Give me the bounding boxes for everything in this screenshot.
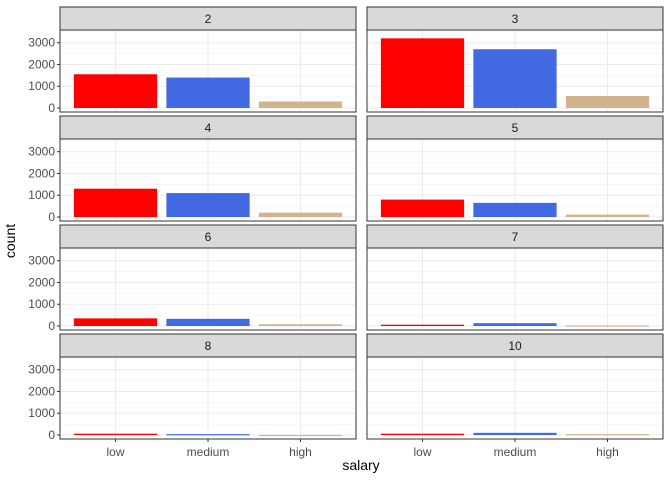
bar-high xyxy=(565,325,650,327)
y-tick-label: 3000 xyxy=(28,254,55,268)
y-tick-label: 2000 xyxy=(28,384,55,398)
y-axis-title: count xyxy=(2,224,18,258)
bar-medium xyxy=(166,318,250,326)
y-tick-label: 2000 xyxy=(28,166,55,180)
bar-low xyxy=(380,199,465,217)
facet-strip-label: 3 xyxy=(512,12,519,26)
bar-high xyxy=(258,101,343,108)
bar-low xyxy=(380,433,465,435)
x-tick-label: low xyxy=(413,445,431,459)
bar-high xyxy=(565,96,650,108)
bar-medium xyxy=(473,323,557,326)
y-tick-label: 1000 xyxy=(28,297,55,311)
x-tick-label: medium xyxy=(187,445,230,459)
facet-strip-label: 2 xyxy=(205,12,212,26)
facet-panels: 2 0 1000 2000 3000 3 4 0 1000 2000 3000 5 6 0 1000 2000… xyxy=(28,6,664,459)
facet-strip-label: 8 xyxy=(205,339,212,353)
bar-low xyxy=(380,324,465,326)
x-tick-label: high xyxy=(596,445,619,459)
y-tick-label: 1000 xyxy=(28,188,55,202)
bar-high xyxy=(258,434,343,437)
x-tick-label: low xyxy=(106,445,124,459)
y-tick-label: 3000 xyxy=(28,36,55,50)
bar-medium xyxy=(166,77,250,108)
bar-medium xyxy=(166,434,250,436)
panel-border xyxy=(366,138,664,222)
y-tick-label: 2000 xyxy=(28,275,55,289)
y-tick-label: 2000 xyxy=(28,57,55,71)
bar-medium xyxy=(473,49,557,108)
bar-high xyxy=(565,214,650,217)
y-tick-label: 1000 xyxy=(28,79,55,93)
bar-low xyxy=(380,38,465,109)
x-axis-title: salary xyxy=(342,457,379,473)
panel-border xyxy=(59,138,357,222)
y-tick-label: 3000 xyxy=(28,145,55,159)
bar-low xyxy=(73,74,158,108)
facet-strip-label: 6 xyxy=(205,230,212,244)
x-tick-label: high xyxy=(289,445,312,459)
y-tick-label: 1000 xyxy=(28,406,55,420)
y-tick-label: 0 xyxy=(48,428,55,442)
bar-low xyxy=(73,188,158,217)
bar-high xyxy=(258,212,343,217)
y-tick-label: 0 xyxy=(48,101,55,115)
bar-low xyxy=(73,318,158,326)
bar-medium xyxy=(166,193,250,217)
panel-border xyxy=(366,247,664,331)
y-tick-label: 0 xyxy=(48,210,55,224)
y-tick-label: 3000 xyxy=(28,363,55,377)
panel-border xyxy=(59,29,357,113)
bar-high xyxy=(258,324,343,326)
bar-medium xyxy=(473,432,557,435)
facet-strip-label: 10 xyxy=(508,339,522,353)
panel-border xyxy=(366,29,664,113)
facet-strip-label: 7 xyxy=(512,230,519,244)
facet-strip-label: 4 xyxy=(205,121,212,135)
facet-strip-label: 5 xyxy=(512,121,519,135)
x-tick-label: medium xyxy=(494,445,537,459)
bar-high xyxy=(565,434,650,436)
bar-low xyxy=(73,433,158,435)
bar-medium xyxy=(473,202,557,217)
panel-border xyxy=(59,247,357,331)
y-tick-label: 0 xyxy=(48,319,55,333)
